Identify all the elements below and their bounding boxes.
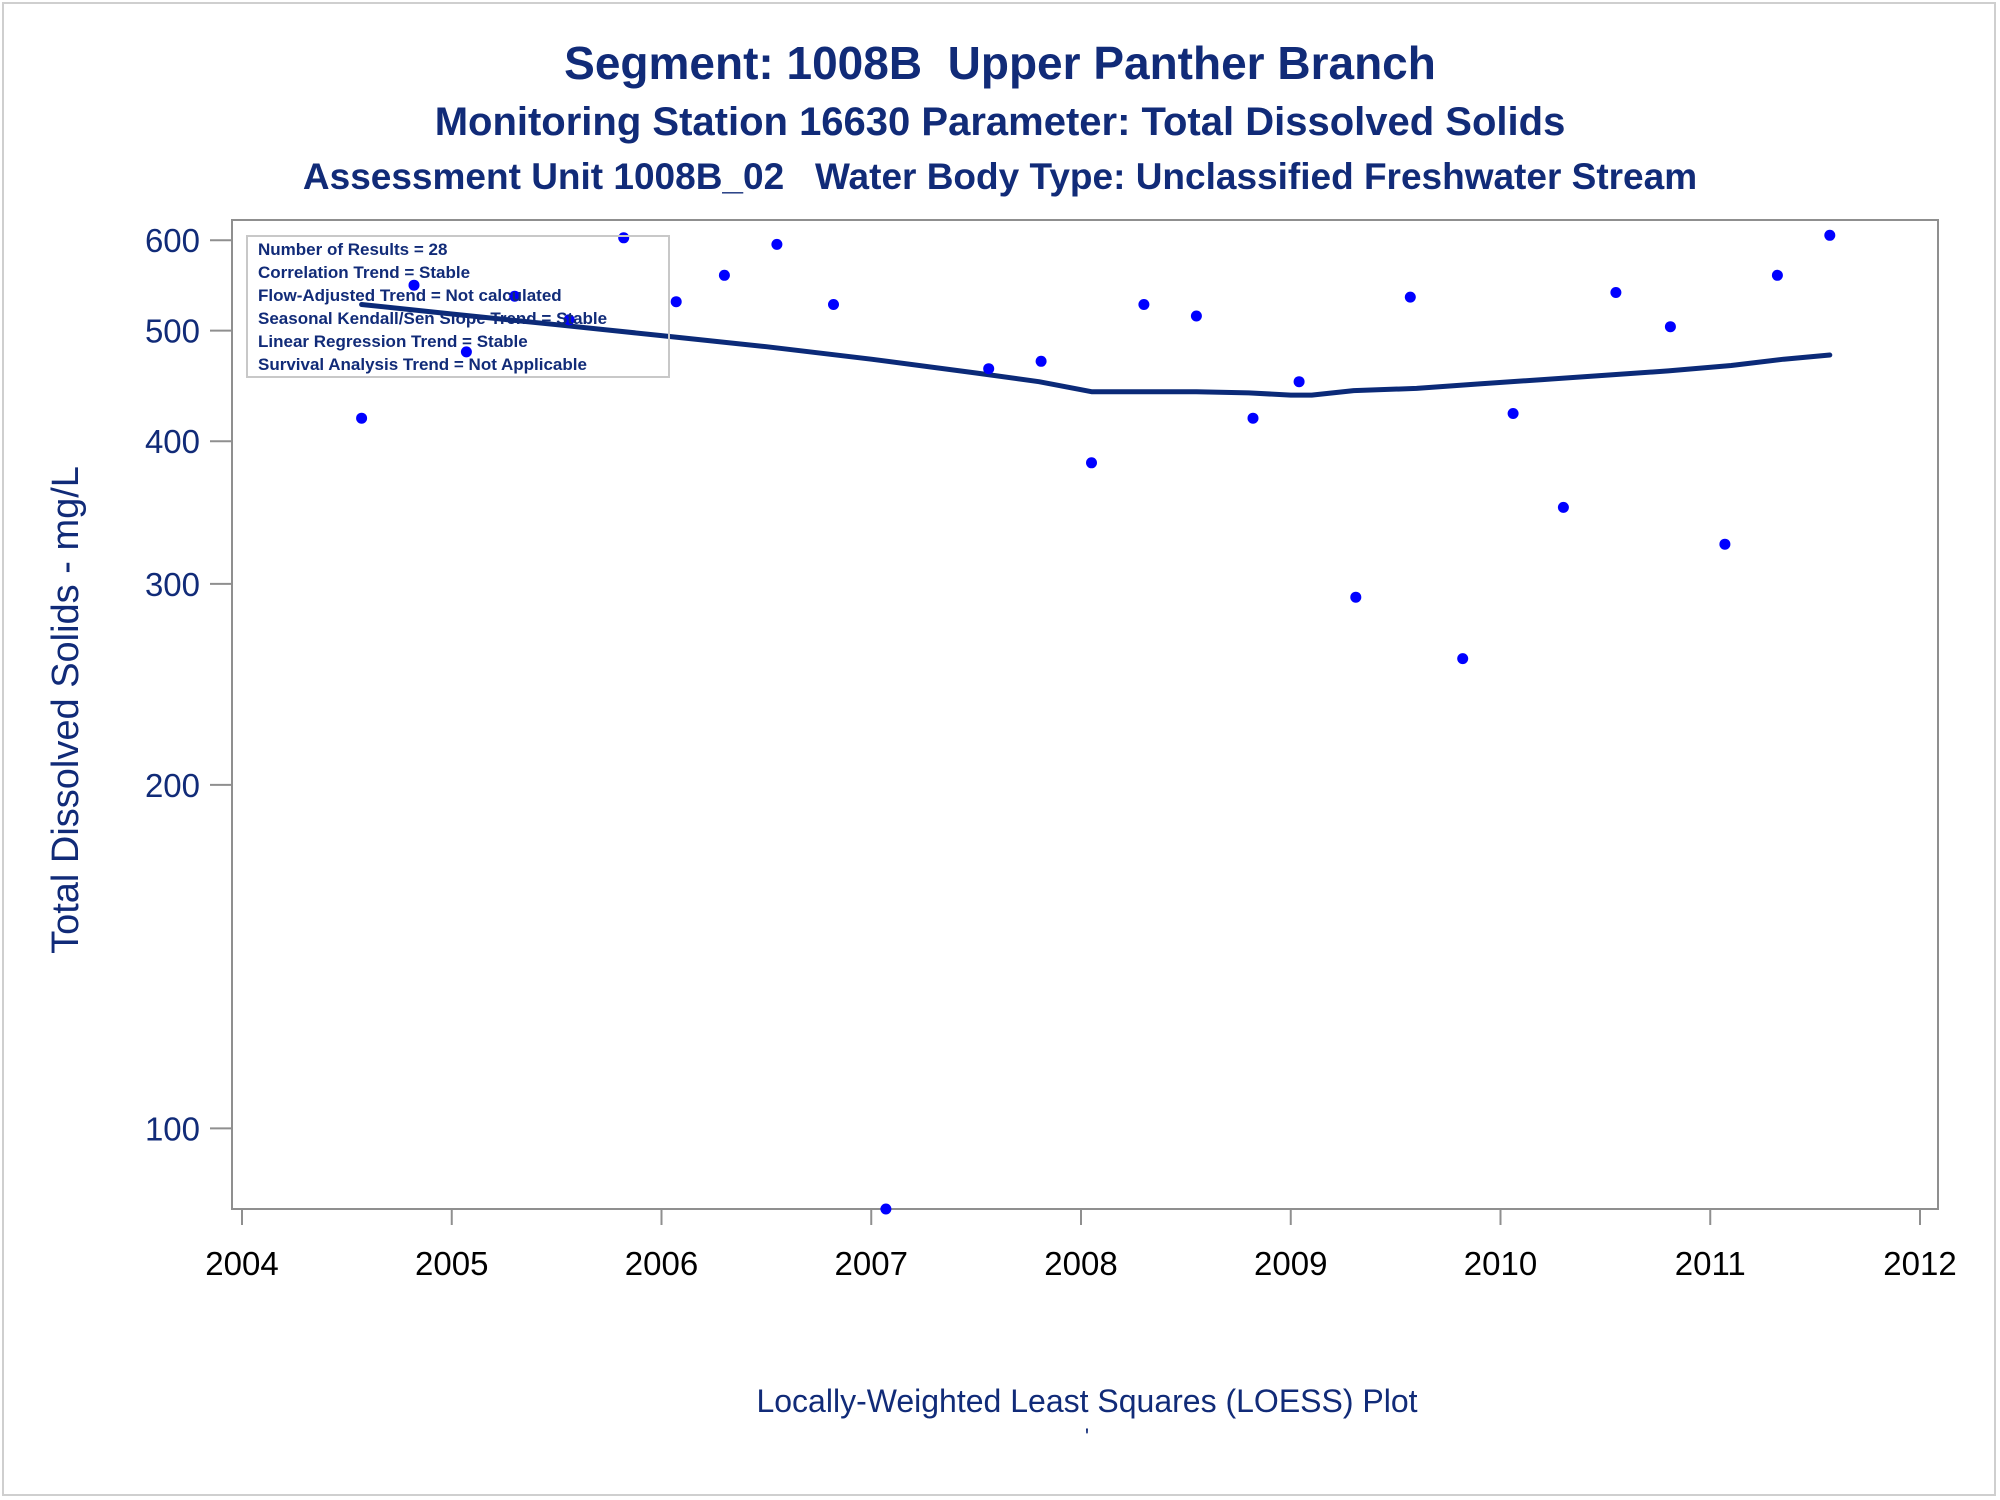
x-tick-label: 2009	[1254, 1245, 1327, 1282]
chart-title: Segment: 1008B Upper Panther Branch	[564, 37, 1436, 89]
data-point	[1350, 591, 1362, 603]
data-point	[828, 299, 839, 310]
data-point	[1507, 408, 1519, 419]
y-tick-label: 300	[145, 566, 200, 603]
data-point	[356, 412, 368, 424]
stats-box-line: Seasonal Kendall/Sen Slope Trend = Stabl…	[258, 309, 607, 328]
stats-box-line: Number of Results = 28	[258, 240, 447, 259]
y-tick-label: 600	[145, 222, 200, 259]
data-point	[1247, 412, 1259, 424]
data-point	[880, 1203, 892, 1215]
y-axis: 100 200 300 400 500 600	[145, 222, 232, 1147]
plot-area-border	[231, 219, 1939, 1210]
data-point	[718, 269, 730, 281]
data-point	[1457, 653, 1469, 665]
data-point	[1404, 291, 1416, 303]
x-tick-label: 2006	[625, 1245, 698, 1282]
x-axis: 2004 2005 2006 2007 2008 2009 2010 2011 2012	[205, 1209, 1957, 1282]
data-point	[1719, 538, 1731, 550]
stats-box-line: Flow-Adjusted Trend = Not calculated	[258, 286, 562, 305]
x-tick-label: 2005	[415, 1245, 488, 1282]
y-tick-label: 400	[145, 423, 200, 460]
y-tick-label: 100	[145, 1110, 200, 1147]
x-tick-label: 2011	[1675, 1245, 1746, 1282]
y-tick-label: 500	[145, 313, 200, 350]
loess-line	[359, 302, 1833, 398]
stats-box: Number of Results = 28 Correlation Trend …	[246, 235, 670, 378]
data-point	[408, 279, 420, 291]
chart-subtitle-assessment: Assessment Unit 1008B_02 Water Body Type…	[302, 156, 1698, 197]
stats-box-line: Correlation Trend = Stable	[258, 263, 470, 282]
stats-box-line: Survival Analysis Trend = Not Applicable	[258, 355, 587, 374]
data-point	[509, 290, 521, 302]
chart-subtitle-station: Monitoring Station 16630 Parameter: Tota…	[434, 100, 1566, 144]
data-point	[1035, 355, 1047, 367]
x-tick-label: 2007	[835, 1245, 908, 1282]
y-tick-label: 200	[145, 767, 200, 804]
data-point	[1664, 321, 1676, 333]
data-point	[1293, 376, 1305, 388]
x-tick-label: 2008	[1044, 1245, 1117, 1282]
stats-box-line: Linear Regression Trend = Stable	[258, 332, 528, 351]
data-point	[563, 314, 575, 326]
stats-box-border	[246, 235, 670, 378]
footnote-mark: '	[1084, 1424, 1090, 1449]
data-point	[983, 363, 995, 375]
y-axis-label: Total Dissolved Solids - mg/L	[45, 466, 87, 954]
data-point	[1190, 310, 1202, 322]
data-point	[1824, 229, 1836, 241]
data-point	[460, 346, 472, 358]
x-tick-label: 2012	[1883, 1245, 1956, 1282]
data-point	[771, 238, 783, 250]
data-points-group	[356, 229, 1836, 1215]
footnote: Locally-Weighted Least Squares (LOESS) P…	[756, 1383, 1418, 1419]
data-point	[1086, 457, 1097, 469]
data-point	[1138, 299, 1150, 310]
data-point	[1610, 287, 1622, 298]
x-tick-label: 2010	[1464, 1245, 1537, 1282]
x-tick-label: 2004	[205, 1245, 278, 1282]
loess-line-group	[359, 302, 1833, 398]
data-point	[1771, 269, 1783, 281]
data-point	[670, 296, 682, 308]
data-point	[1557, 501, 1569, 513]
